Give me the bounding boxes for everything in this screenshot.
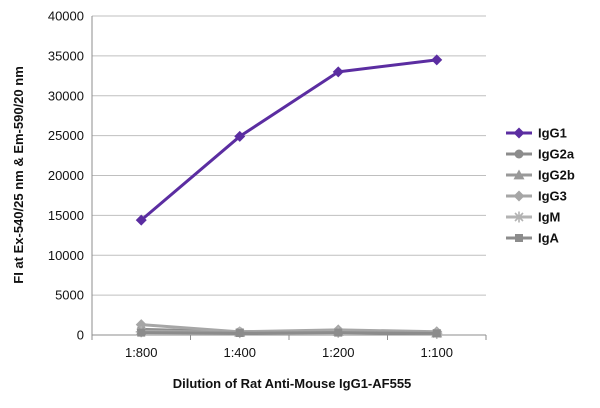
legend-label: IgA [538, 231, 560, 246]
data-point [135, 319, 147, 331]
x-tick-label: 1:800 [125, 345, 158, 360]
x-tick-label: 1:200 [322, 345, 355, 360]
data-point [432, 329, 441, 338]
y-tick-label: 5000 [55, 288, 84, 303]
series-line [140, 58, 437, 222]
y-tick-label: 0 [77, 328, 84, 343]
legend-marker [513, 127, 525, 139]
y-tick-labels: 0 5000 10000 15000 20000 25000 30000 35000 40000 [48, 9, 84, 343]
y-tick-label: 40000 [48, 9, 84, 24]
legend-marker [513, 211, 525, 223]
data-point [332, 66, 344, 78]
legend-marker [515, 234, 523, 242]
x-tick-label: 1:400 [223, 345, 256, 360]
y-tick-label: 10000 [48, 248, 84, 263]
series-igg1 [135, 54, 443, 226]
x-axis-title: Dilution of Rat Anti-Mouse IgG1-AF555 [173, 376, 412, 391]
legend-label: IgM [538, 210, 560, 225]
y-axis-title: FI at Ex-540/25 nm & Em-590/20 nm [11, 66, 26, 283]
data-point [234, 130, 246, 142]
y-tick-label: 25000 [48, 128, 84, 143]
y-tick-label: 30000 [48, 88, 84, 103]
series-iga [137, 328, 441, 338]
legend-marker [514, 149, 524, 159]
x-tick-labels: 1:800 1:400 1:200 1:100 [125, 345, 453, 360]
y-tick-label: 35000 [48, 48, 84, 63]
legend-item: IgM [506, 210, 560, 225]
legend-item: IgG2b [506, 168, 575, 183]
data-point [135, 214, 147, 226]
y-tick-label: 15000 [48, 208, 84, 223]
legend-label: IgG2b [538, 168, 575, 183]
legend-marker [513, 169, 525, 180]
legend-label: IgG1 [538, 126, 567, 141]
data-series [135, 54, 443, 339]
gridlines [91, 15, 487, 340]
legend-label: IgG2a [538, 147, 575, 162]
data-point [431, 54, 443, 66]
legend-item: IgG2a [506, 147, 575, 162]
legend-item: IgG3 [506, 189, 567, 204]
legend-marker [513, 190, 525, 202]
legend-label: IgG3 [538, 189, 567, 204]
x-tick-label: 1:100 [420, 345, 453, 360]
legend-item: IgA [506, 231, 560, 246]
data-point [235, 329, 244, 338]
data-point [334, 328, 343, 337]
data-point [137, 328, 146, 337]
series-line [141, 323, 437, 334]
series-line [141, 331, 437, 335]
legend-item: IgG1 [506, 126, 567, 141]
y-tick-label: 20000 [48, 168, 84, 183]
legend: IgG1 IgG2a IgG2b IgG3 IgM IgA [506, 126, 575, 246]
